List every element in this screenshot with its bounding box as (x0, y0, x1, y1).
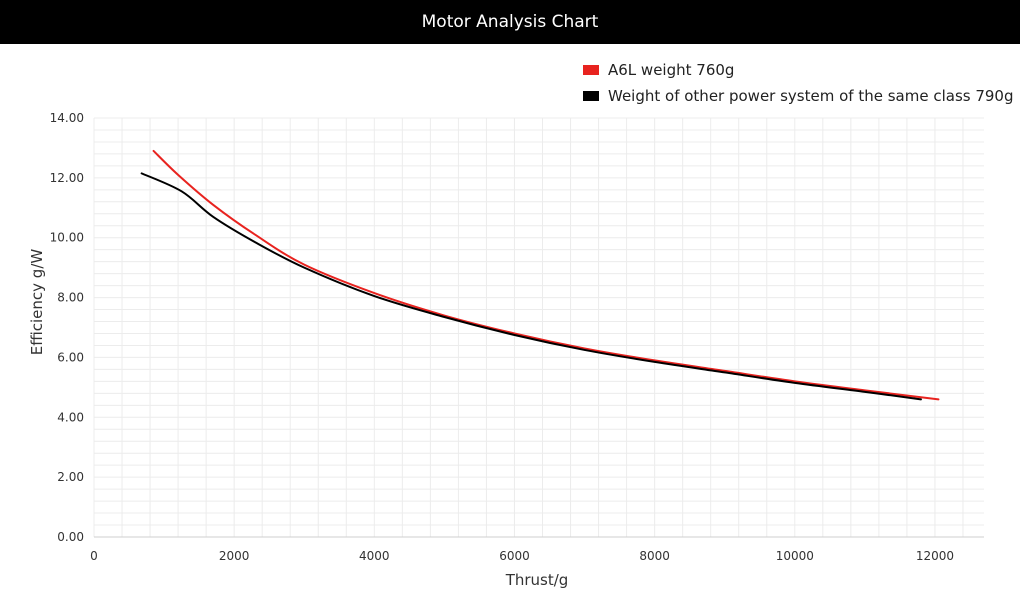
y-tick-label: 6.00 (57, 350, 84, 364)
x-tick-label: 12000 (916, 549, 954, 563)
chart-header: Motor Analysis Chart (0, 0, 1020, 44)
legend-label-1: A6L weight 760g (608, 61, 734, 79)
series-layer (140, 149, 940, 401)
y-tick-label: 4.00 (57, 410, 84, 424)
x-tick-label: 4000 (359, 549, 390, 563)
x-tick-label: 10000 (776, 549, 814, 563)
x-tick-label: 6000 (499, 549, 530, 563)
chart-area: 0 2000 4000 6000 8000 10000 12000 0.00 2.00 4.00 6… (0, 44, 1020, 601)
y-tick-label: 0.00 (57, 530, 84, 544)
grid-layer (93, 117, 984, 538)
legend-label-2: Weight of other power system of the same… (608, 87, 1014, 105)
y-tick-label: 8.00 (57, 291, 84, 305)
x-tick-label: 0 (90, 549, 98, 563)
series-line-1 (152, 149, 940, 401)
x-tick-label: 8000 (639, 549, 670, 563)
x-tick-label: 2000 (219, 549, 250, 563)
legend: A6L weight 760g Weight of other power sys… (583, 61, 1014, 105)
series-line-2 (140, 172, 922, 401)
chart-header-title: Motor Analysis Chart (421, 12, 599, 32)
legend-swatch-2 (583, 91, 599, 101)
y-tick-label: 2.00 (57, 470, 84, 484)
y-tick-label: 12.00 (50, 171, 84, 185)
legend-swatch-1 (583, 65, 599, 75)
efficiency-chart: 0 2000 4000 6000 8000 10000 12000 0.00 2.00 4.00 6… (28, 61, 1014, 589)
y-tick-label: 14.00 (50, 111, 84, 125)
y-tick-label: 10.00 (50, 231, 84, 245)
x-axis-label: Thrust/g (505, 571, 569, 589)
y-axis-label: Efficiency g/W (28, 249, 46, 356)
tick-labels: 0 2000 4000 6000 8000 10000 12000 0.00 2.00 4.00 6… (50, 111, 954, 563)
